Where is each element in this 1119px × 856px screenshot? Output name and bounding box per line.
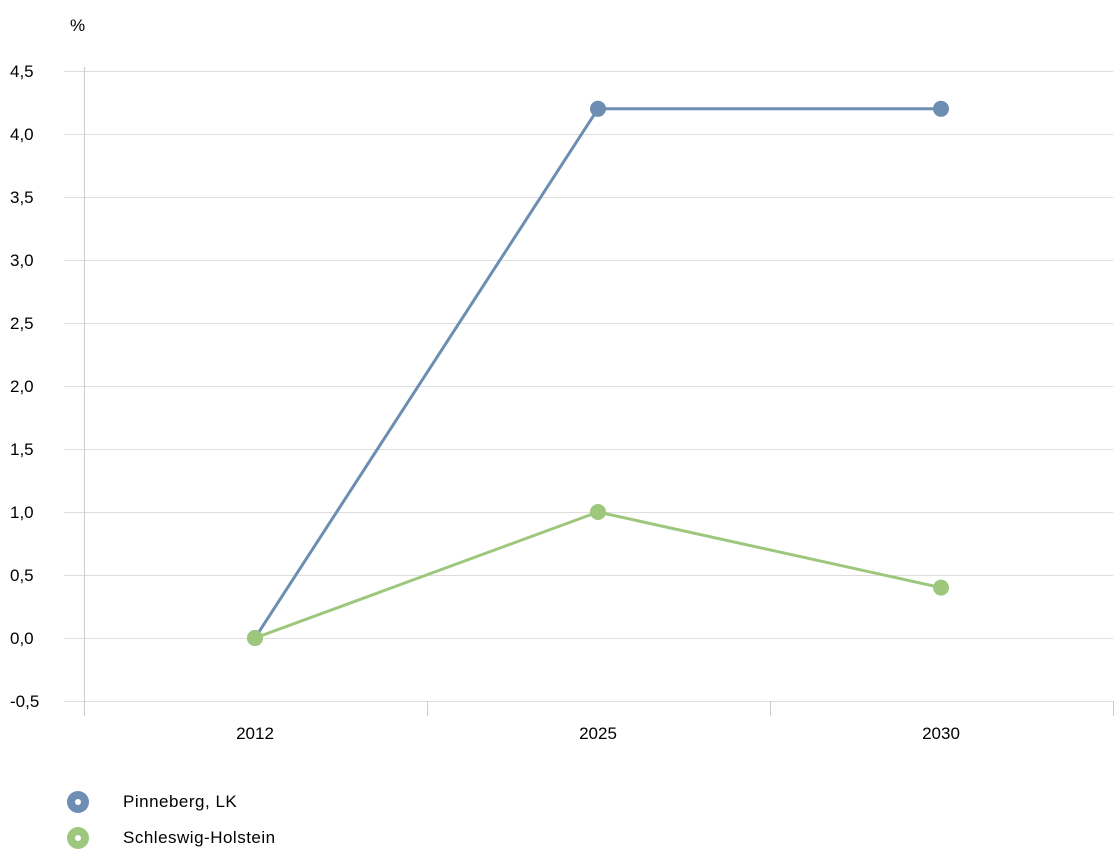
y-tick-label: 4,5: [10, 62, 34, 81]
legend-item-pinneberg[interactable]: Pinneberg, LK: [67, 784, 276, 820]
y-tick-label: 1,5: [10, 440, 34, 459]
y-tick-label: 3,5: [10, 188, 34, 207]
grid-lines: [64, 71, 1113, 702]
y-tick-label: 4,0: [10, 125, 34, 144]
legend-label-pinneberg: Pinneberg, LK: [123, 792, 238, 811]
y-tick-label: 2,0: [10, 377, 34, 396]
line-chart: -0,5 0,0 0,5 1,0 1,5 2,0 2,5 3,0 3,5 4,0 4,5 2012 20…: [10, 16, 1114, 743]
y-tick-label: -0,5: [10, 692, 39, 711]
axis-labels: -0,5 0,0 0,5 1,0 1,5 2,0 2,5 3,0 3,5 4,0 4,5 2012 20…: [10, 16, 960, 743]
x-tick-label: 2012: [236, 724, 274, 743]
y-tick-label: 0,5: [10, 566, 34, 585]
legend-marker-schleswig-holstein: [67, 827, 89, 849]
data-point-1-2: [933, 579, 949, 596]
legend-marker-pinneberg: [67, 791, 89, 813]
data-point-0-2: [933, 100, 949, 117]
data-point-1-0: [247, 630, 263, 646]
axes: [84, 67, 1114, 716]
series: [247, 100, 949, 646]
y-axis-unit-label: %: [70, 16, 85, 35]
legend: Pinneberg, LK Schleswig-Holstein: [67, 784, 276, 856]
legend-label-schleswig-holstein: Schleswig-Holstein: [123, 828, 276, 847]
y-tick-label: 2,5: [10, 314, 34, 333]
y-tick-label: 1,0: [10, 503, 34, 522]
y-tick-label: 0,0: [10, 629, 34, 648]
series-line-0: [253, 107, 941, 639]
legend-item-schleswig-holstein[interactable]: Schleswig-Holstein: [67, 820, 276, 856]
y-tick-label: 3,0: [10, 251, 34, 270]
x-tick-label: 2025: [579, 724, 617, 743]
data-point-0-1: [590, 100, 606, 117]
x-tick-label: 2030: [922, 724, 960, 743]
data-point-1-1: [590, 504, 606, 520]
